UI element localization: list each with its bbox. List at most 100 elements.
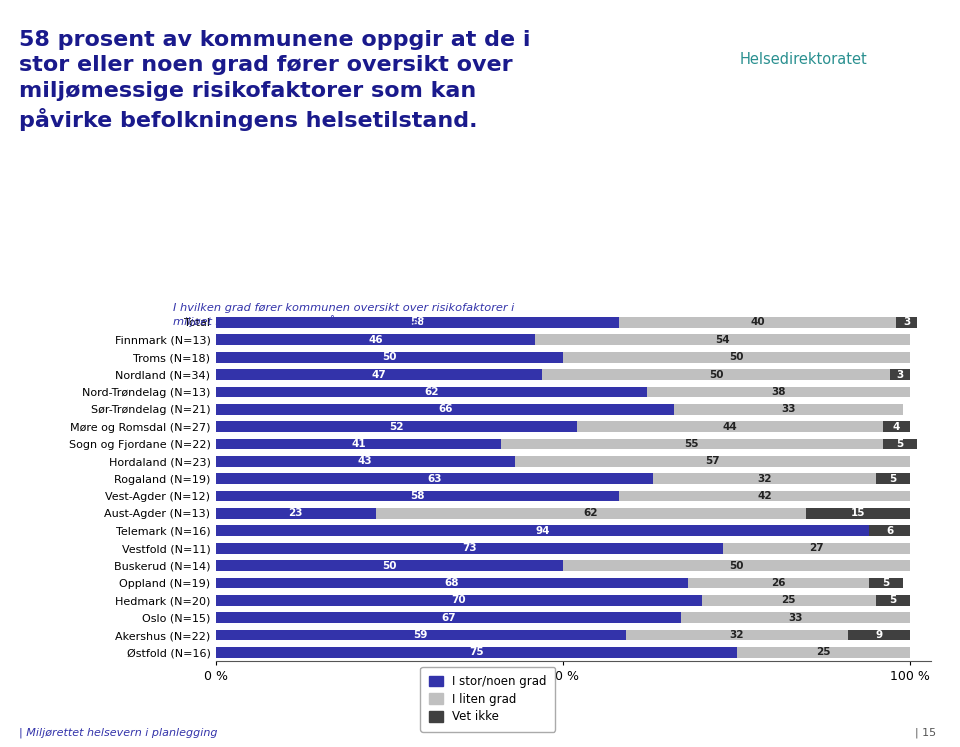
Bar <box>216 577 688 589</box>
Bar <box>577 421 882 432</box>
Bar <box>646 386 910 397</box>
Bar <box>723 543 910 554</box>
Bar <box>216 369 542 380</box>
Bar <box>882 421 910 432</box>
Bar <box>216 543 723 554</box>
Text: 73: 73 <box>462 543 477 554</box>
Bar <box>536 335 910 345</box>
Bar <box>619 491 910 501</box>
Bar <box>542 369 890 380</box>
Bar <box>890 369 910 380</box>
Text: 57: 57 <box>706 456 720 466</box>
Text: 44: 44 <box>723 421 737 432</box>
Text: 62: 62 <box>584 509 598 518</box>
Text: 38: 38 <box>771 387 785 397</box>
Text: 52: 52 <box>390 421 404 432</box>
Bar <box>216 491 619 501</box>
Text: 50: 50 <box>730 352 744 362</box>
Bar <box>869 577 903 589</box>
Text: 63: 63 <box>427 474 442 484</box>
Text: 15: 15 <box>852 509 866 518</box>
Text: 46: 46 <box>369 335 383 345</box>
Bar <box>216 438 501 450</box>
Text: 23: 23 <box>289 509 303 518</box>
Text: 3: 3 <box>897 370 903 379</box>
Bar <box>216 335 536 345</box>
Text: 68: 68 <box>444 578 459 588</box>
Text: 50: 50 <box>382 352 396 362</box>
Text: 58 prosent av kommunene oppgir at de i
stor eller noen grad fører oversikt over
: 58 prosent av kommunene oppgir at de i s… <box>19 30 531 131</box>
Bar <box>515 456 910 467</box>
Bar <box>682 613 910 623</box>
Bar <box>216 647 736 658</box>
Legend: I stor/noen grad, I liten grad, Vet ikke: I stor/noen grad, I liten grad, Vet ikke <box>420 666 555 731</box>
Text: 33: 33 <box>781 404 796 415</box>
Text: 5: 5 <box>889 474 897 484</box>
Text: 4: 4 <box>893 421 900 432</box>
Bar <box>216 421 577 432</box>
Text: 3: 3 <box>903 317 910 327</box>
Text: I hvilken grad fører kommunen oversikt over risikofaktorer i
miljøet som kan vir: I hvilken grad fører kommunen oversikt o… <box>173 303 514 327</box>
Bar <box>216 317 619 328</box>
Bar <box>619 317 897 328</box>
Text: 25: 25 <box>816 648 830 657</box>
Bar <box>876 474 910 484</box>
Bar <box>216 474 654 484</box>
Bar <box>688 577 869 589</box>
Text: 41: 41 <box>351 439 366 449</box>
Bar <box>216 595 702 606</box>
Text: 75: 75 <box>469 648 484 657</box>
Text: 59: 59 <box>414 630 428 640</box>
Bar <box>897 317 918 328</box>
Bar <box>216 560 564 571</box>
Text: 50: 50 <box>730 560 744 571</box>
Bar <box>882 438 918 450</box>
Text: 54: 54 <box>715 335 731 345</box>
Text: 9: 9 <box>876 630 882 640</box>
Bar <box>806 508 910 519</box>
Text: 5: 5 <box>882 578 890 588</box>
Bar <box>702 595 876 606</box>
Text: 62: 62 <box>424 387 439 397</box>
Text: | Miljørettet helsevern i planlegging: | Miljørettet helsevern i planlegging <box>19 728 218 738</box>
Text: Helsedirektoratet: Helsedirektoratet <box>739 52 867 67</box>
Bar <box>848 630 910 640</box>
Text: 70: 70 <box>452 595 467 605</box>
Text: 33: 33 <box>788 613 804 623</box>
Bar <box>626 630 848 640</box>
Text: 50: 50 <box>708 370 723 379</box>
Text: 25: 25 <box>781 595 796 605</box>
Bar <box>869 525 910 536</box>
Text: 5: 5 <box>889 595 897 605</box>
Bar <box>216 630 626 640</box>
Bar <box>876 595 910 606</box>
Bar <box>216 404 674 415</box>
Text: 58: 58 <box>410 317 424 327</box>
Text: 32: 32 <box>730 630 744 640</box>
Text: 42: 42 <box>757 491 772 501</box>
Bar <box>216 613 682 623</box>
Text: 47: 47 <box>372 370 387 379</box>
Text: 40: 40 <box>751 317 765 327</box>
Text: 55: 55 <box>684 439 699 449</box>
Bar <box>216 456 515 467</box>
Bar <box>216 508 375 519</box>
Bar <box>216 352 564 362</box>
Bar <box>501 438 882 450</box>
Text: | 15: | 15 <box>915 728 936 738</box>
Bar <box>736 647 910 658</box>
Bar <box>564 352 910 362</box>
Text: 58: 58 <box>410 491 424 501</box>
Bar <box>674 404 903 415</box>
Text: 27: 27 <box>809 543 824 554</box>
Text: 43: 43 <box>358 456 372 466</box>
Text: 32: 32 <box>757 474 772 484</box>
Bar <box>375 508 806 519</box>
Text: 5: 5 <box>897 439 903 449</box>
Bar <box>654 474 876 484</box>
Text: 26: 26 <box>771 578 785 588</box>
Text: 67: 67 <box>442 613 456 623</box>
Bar <box>216 386 646 397</box>
Bar <box>564 560 910 571</box>
Text: 50: 50 <box>382 560 396 571</box>
